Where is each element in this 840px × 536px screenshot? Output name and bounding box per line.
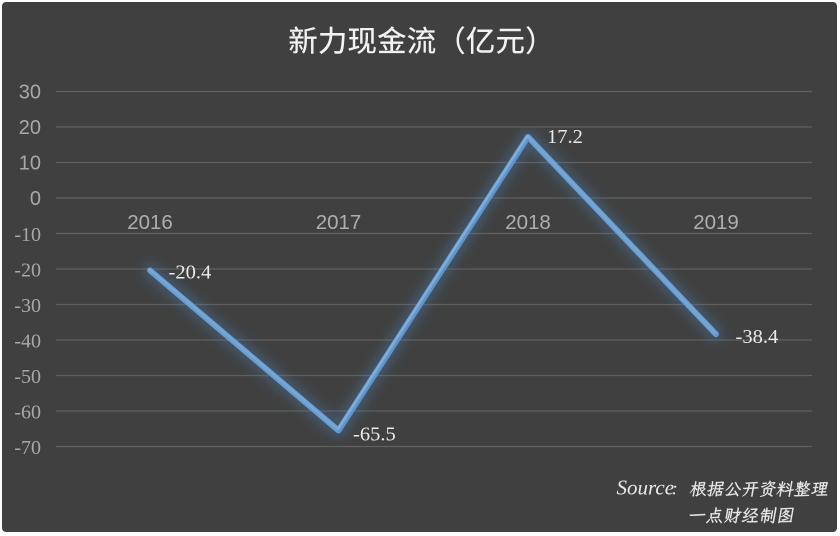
svg-text:10: 10 (19, 152, 41, 174)
svg-text:-50: -50 (14, 366, 41, 388)
svg-text:2017: 2017 (316, 211, 362, 234)
svg-text:-65.5: -65.5 (353, 424, 396, 446)
svg-text:-70: -70 (14, 437, 41, 459)
svg-text:2019: 2019 (693, 211, 739, 234)
svg-text:0: 0 (30, 188, 41, 210)
svg-text:Source: Source (617, 476, 675, 500)
svg-text:-10: -10 (14, 224, 41, 246)
svg-text:-20.4: -20.4 (169, 261, 212, 283)
svg-text:30: 30 (19, 81, 41, 103)
svg-text:-60: -60 (14, 402, 41, 424)
svg-text:2016: 2016 (127, 211, 173, 234)
svg-text:-20: -20 (14, 260, 41, 282)
svg-text:17.2: 17.2 (547, 126, 583, 148)
svg-text:2018: 2018 (505, 211, 551, 234)
svg-text:-30: -30 (14, 295, 41, 317)
svg-text:20: 20 (19, 117, 41, 139)
svg-text:-40: -40 (14, 331, 41, 353)
svg-text:-38.4: -38.4 (736, 326, 779, 348)
